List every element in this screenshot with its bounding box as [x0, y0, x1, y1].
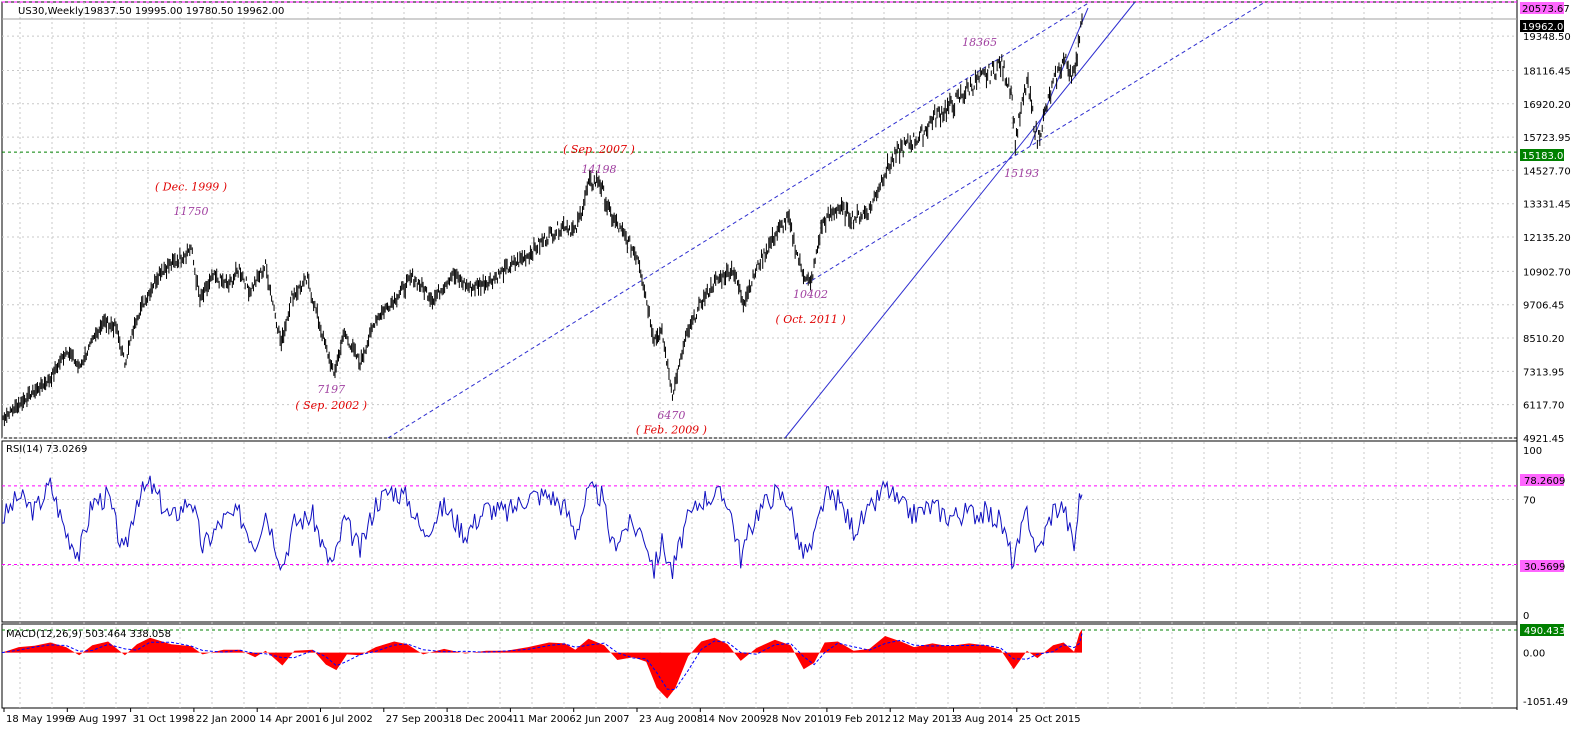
- lower-channel-line[interactable]: [805, 1, 1266, 285]
- rsi-upper-tag-bg: [1520, 474, 1564, 486]
- rsi-title: RSI(14) 73.0269: [6, 444, 87, 455]
- date-annotation: ( Feb. 2009 ): [636, 424, 707, 437]
- time-axis-label: 28 Nov 2010: [766, 714, 830, 725]
- macd-tag: 490.433: [1524, 626, 1565, 637]
- rsi-axis-label: 100: [1523, 446, 1542, 457]
- price-axis-label: 14527.70: [1523, 166, 1571, 177]
- value-annotation: 11750: [174, 205, 209, 218]
- price-axis-label: 7313.95: [1523, 367, 1564, 378]
- date-annotation: ( Oct. 2011 ): [775, 313, 845, 326]
- price-axis-label: 13331.45: [1523, 200, 1571, 211]
- current-price-tag: 19962.00: [1522, 22, 1570, 33]
- price-axis-label: 9706.45: [1523, 301, 1564, 312]
- price-axis-label: 18116.45: [1523, 66, 1571, 77]
- price-axis[interactable]: 19348.50 18116.45 16920.20 15723.95 14527.70…: [1523, 32, 1571, 708]
- support-tag: 15183.03: [1522, 151, 1570, 162]
- resistance-tag: 20573.67: [1522, 4, 1570, 15]
- price-axis-label: 15723.95: [1523, 133, 1571, 144]
- ohlc-readout: 19837.50 19995.00 19780.50 19962.00: [84, 6, 284, 17]
- price-axis-label: 19348.50: [1523, 32, 1571, 43]
- time-axis-label: 25 Oct 2015: [1019, 714, 1081, 725]
- rsi-axis-label: 70: [1523, 496, 1536, 507]
- macd-tag-bg: [1520, 624, 1564, 636]
- date-annotation: ( Sep. 2007 ): [563, 143, 635, 156]
- time-axis-label: 18 May 1996: [6, 714, 71, 725]
- rsi-axis-label: 0: [1523, 611, 1529, 622]
- price-axis-label: 6117.70: [1523, 401, 1564, 412]
- time-axis-label: 3 Aug 2014: [956, 714, 1014, 725]
- price-axis-label: 4921.45: [1523, 434, 1564, 445]
- resistance-tag-bg: [1520, 2, 1564, 14]
- macd-title: MACD(12,26,9) 503.464 338.058: [6, 629, 171, 640]
- price-axis-label: 16920.20: [1523, 100, 1571, 111]
- rsi-lower-tag-bg: [1520, 560, 1564, 572]
- time-axis-label: 9 Aug 1997: [69, 714, 127, 725]
- time-axis-label: 6 Jul 2002: [323, 714, 373, 725]
- macd-pane[interactable]: [1, 629, 1517, 699]
- price-pane[interactable]: 11750 ( Dec. 1999 ) ( Sep. 2007 ) 14198 7197…: [1, 1, 1517, 439]
- grid: [1, 0, 1518, 710]
- time-axis-label: 23 Aug 2008: [639, 714, 703, 725]
- time-axis-label: 27 Sep 2003: [386, 714, 449, 725]
- macd-axis-label: 0.00: [1523, 649, 1545, 660]
- value-annotation: 6470: [657, 409, 685, 422]
- main-pane-frame: [1, 1, 1518, 439]
- time-axis-label: 11 Mar 2006: [512, 714, 575, 725]
- price-axis-label: 10902.70: [1523, 267, 1571, 278]
- price-axis-label: 12135.20: [1523, 233, 1571, 244]
- macd-pane-frame: [1, 623, 1518, 709]
- date-annotation: ( Dec. 1999 ): [155, 181, 227, 194]
- rsi-lower-tag: 30.5699: [1524, 562, 1565, 573]
- rsi-pane[interactable]: [1, 475, 1517, 579]
- macd-axis-label: -1051.49: [1523, 697, 1568, 708]
- time-axis-label: 22 Jan 2000: [196, 714, 256, 725]
- value-annotation: 7197: [317, 383, 345, 396]
- symbol-label: US30,Weekly: [18, 6, 84, 17]
- date-annotation: ( Sep. 2002 ): [295, 399, 367, 412]
- time-axis-label: 14 Nov 2009: [702, 714, 766, 725]
- value-annotation: 18365: [962, 36, 997, 49]
- time-axis-label: 14 Apr 2001: [259, 714, 321, 725]
- time-axis-label: 31 Oct 1998: [133, 714, 195, 725]
- support-tag-bg: [1520, 149, 1564, 161]
- time-axis-label: 12 May 2013: [892, 714, 957, 725]
- price-axis-label: 8510.20: [1523, 334, 1564, 345]
- inner-trendline[interactable]: [1029, 7, 1089, 147]
- time-axis-label: 18 Dec 2004: [449, 714, 513, 725]
- time-axis-label: 2 Jun 2007: [576, 714, 630, 725]
- rsi-line: [1, 475, 1083, 579]
- time-axis-label: 19 Feb 2012: [829, 714, 891, 725]
- steep-trendline[interactable]: [784, 1, 1136, 439]
- macd-signal-line: [1, 633, 1083, 691]
- upper-channel-line[interactable]: [387, 1, 1091, 439]
- rsi-upper-tag: 78.2609: [1524, 476, 1565, 487]
- value-annotation: 10402: [793, 288, 828, 301]
- rsi-pane-frame: [1, 440, 1518, 623]
- value-annotation: 15193: [1004, 167, 1039, 180]
- value-annotation: 14198: [581, 163, 616, 176]
- current-price-tag-bg: [1520, 20, 1564, 32]
